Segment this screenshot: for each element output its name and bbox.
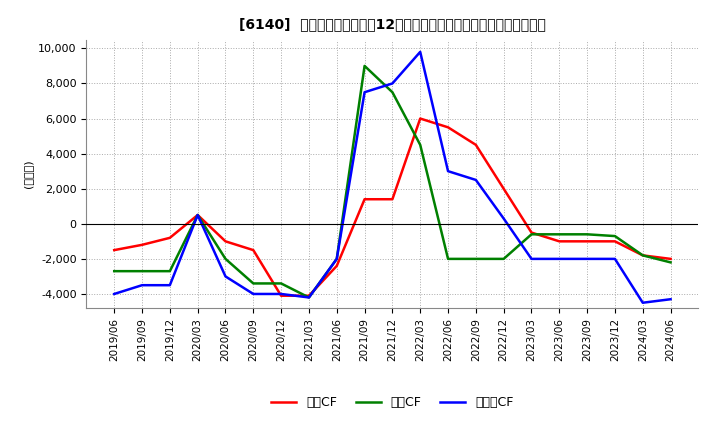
フリーCF: [166, 282, 174, 288]
投資CF: [138, 268, 146, 274]
フリーCF: [138, 282, 146, 288]
投資CF: [360, 63, 369, 69]
投資CF: [555, 232, 564, 237]
投資CF: [333, 256, 341, 261]
営業CF: [333, 263, 341, 268]
営業CF: [305, 293, 313, 298]
営業CF: [639, 253, 647, 258]
フリーCF: [639, 300, 647, 305]
投資CF: [110, 268, 119, 274]
Line: 投資CF: 投資CF: [114, 66, 670, 297]
営業CF: [221, 238, 230, 244]
投資CF: [276, 281, 285, 286]
営業CF: [388, 197, 397, 202]
投資CF: [194, 213, 202, 218]
フリーCF: [333, 256, 341, 261]
フリーCF: [388, 81, 397, 86]
フリーCF: [249, 291, 258, 297]
Legend: 営業CF, 投資CF, フリーCF: 営業CF, 投資CF, フリーCF: [266, 392, 518, 414]
投資CF: [527, 232, 536, 237]
Title: [6140]  キャッシュフローの12か月移動合計の対前年同期増減額の推移: [6140] キャッシュフローの12か月移動合計の対前年同期増減額の推移: [239, 18, 546, 32]
営業CF: [276, 293, 285, 298]
フリーCF: [416, 49, 425, 55]
フリーCF: [110, 291, 119, 297]
営業CF: [582, 238, 591, 244]
フリーCF: [472, 177, 480, 183]
営業CF: [444, 125, 452, 130]
投資CF: [639, 253, 647, 258]
投資CF: [666, 260, 675, 265]
Line: フリーCF: フリーCF: [114, 52, 670, 303]
フリーCF: [444, 169, 452, 174]
フリーCF: [500, 216, 508, 221]
投資CF: [166, 268, 174, 274]
営業CF: [194, 213, 202, 218]
投資CF: [221, 256, 230, 261]
フリーCF: [527, 256, 536, 261]
Line: 営業CF: 営業CF: [114, 118, 670, 296]
フリーCF: [360, 90, 369, 95]
営業CF: [611, 238, 619, 244]
投資CF: [500, 256, 508, 261]
営業CF: [110, 247, 119, 253]
フリーCF: [666, 297, 675, 302]
フリーCF: [276, 291, 285, 297]
営業CF: [555, 238, 564, 244]
投資CF: [416, 142, 425, 147]
営業CF: [472, 142, 480, 147]
投資CF: [611, 234, 619, 239]
投資CF: [305, 295, 313, 300]
フリーCF: [611, 256, 619, 261]
フリーCF: [555, 256, 564, 261]
投資CF: [388, 90, 397, 95]
フリーCF: [582, 256, 591, 261]
Y-axis label: (百万円): (百万円): [22, 159, 32, 188]
営業CF: [527, 230, 536, 235]
投資CF: [582, 232, 591, 237]
フリーCF: [305, 295, 313, 300]
営業CF: [500, 186, 508, 191]
フリーCF: [194, 213, 202, 218]
投資CF: [249, 281, 258, 286]
営業CF: [138, 242, 146, 247]
営業CF: [166, 235, 174, 241]
フリーCF: [221, 274, 230, 279]
営業CF: [249, 247, 258, 253]
投資CF: [472, 256, 480, 261]
投資CF: [444, 256, 452, 261]
営業CF: [666, 256, 675, 261]
営業CF: [360, 197, 369, 202]
営業CF: [416, 116, 425, 121]
